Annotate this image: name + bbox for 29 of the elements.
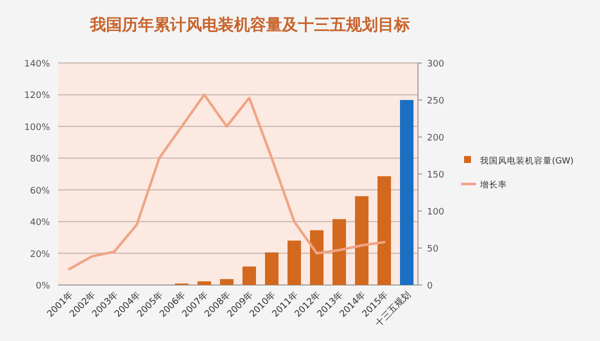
legend-label: 我国风电装机容量(GW) (480, 156, 574, 166)
y2-tick-label: 250 (427, 96, 444, 106)
y-tick-label: 20% (30, 250, 50, 260)
bar (355, 196, 368, 285)
y2-tick-label: 100 (427, 208, 444, 218)
y2-tick-label: 300 (427, 60, 444, 70)
legend-label: 增长率 (479, 180, 507, 190)
bar (332, 219, 346, 285)
bar (198, 281, 211, 285)
bar (265, 252, 278, 285)
y-tick-label: 80% (30, 154, 50, 165)
y2-tick-label: 150 (427, 170, 444, 180)
bar (242, 266, 256, 285)
bar (288, 240, 301, 285)
y-tick-label: 120% (24, 91, 50, 102)
bar (310, 230, 324, 285)
bar (220, 279, 234, 285)
y-tick-label: 60% (30, 186, 50, 196)
y2-tick-label: 50 (427, 244, 439, 254)
y-tick-label: 40% (30, 218, 50, 228)
y-tick-label: 140% (24, 60, 50, 70)
bar (400, 100, 414, 285)
y-tick-label: 100% (24, 122, 50, 133)
y2-tick-label: 200 (427, 134, 444, 144)
bar (378, 176, 391, 285)
y2-tick-label: 0 (427, 282, 433, 292)
line-series (68, 93, 386, 270)
y-tick-label: 0% (36, 282, 50, 292)
chart-title: 我国历年累计风电装机容量及十三五规划目标 (89, 15, 410, 34)
